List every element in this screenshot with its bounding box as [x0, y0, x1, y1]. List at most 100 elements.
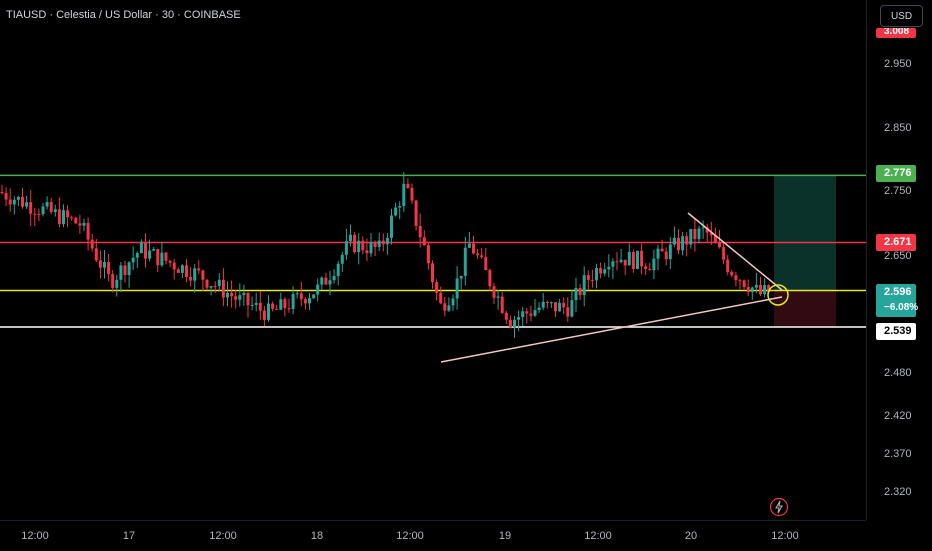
candle-body [500, 296, 504, 313]
candle-body [111, 274, 115, 288]
candle-body [275, 308, 279, 310]
candle-body [513, 319, 516, 328]
candle-body [287, 308, 291, 310]
time-tick: 19 [498, 530, 512, 542]
lightning-icon[interactable] [769, 497, 789, 517]
candle-body [422, 237, 426, 246]
candle-body [492, 286, 496, 298]
candle-body [586, 275, 590, 280]
candle-body [33, 213, 37, 215]
candle-body [357, 240, 361, 253]
candle-body [373, 242, 377, 247]
candle-body [750, 287, 754, 293]
ascending-trendline [440, 296, 783, 363]
candle-body [62, 210, 65, 225]
price-tick: 2.420 [884, 410, 912, 422]
candle-body [365, 250, 369, 254]
time-axis[interactable] [0, 520, 866, 551]
candle-body [394, 207, 398, 216]
candle-body [115, 279, 119, 288]
candle-body [652, 258, 656, 271]
price-label-red-line: 2.671 [876, 234, 916, 251]
candle-body [713, 235, 717, 243]
candle-body [164, 252, 168, 261]
candle-body [390, 215, 393, 238]
candle-body [566, 307, 570, 317]
currency-button[interactable]: USD [880, 5, 923, 27]
time-tick: 20 [684, 530, 698, 542]
candle-body [234, 296, 238, 300]
candle-body [74, 217, 78, 224]
candle-body [705, 227, 709, 233]
candle-body [484, 257, 488, 271]
candle-body [595, 268, 598, 281]
candle-body [726, 259, 730, 273]
candle-body [21, 196, 24, 207]
candle-body [353, 234, 357, 253]
candle-body [607, 266, 611, 270]
time-tick: 12:00 [771, 530, 799, 542]
candle-body [426, 245, 430, 264]
candle-body [541, 301, 545, 308]
candle-body [213, 286, 217, 288]
candle-body [45, 202, 49, 207]
candle-body [139, 242, 143, 254]
current-price-label: 2.596 −6.08% [876, 284, 918, 317]
price-label-top: 3.008 [876, 28, 916, 38]
candle-body [78, 223, 82, 226]
candle-body [98, 260, 102, 268]
price-tick: 2.750 [884, 185, 912, 197]
candle-body [144, 242, 147, 259]
candle-body [693, 229, 697, 240]
candle-body [193, 268, 197, 281]
chart-pane[interactable]: TIAUSD · Celestia / US Dollar · 30 · COI… [0, 0, 866, 520]
candle-body [689, 229, 693, 245]
candle-body [677, 237, 680, 251]
candle-body [549, 302, 553, 304]
candle-body [406, 183, 410, 188]
candle-body [385, 237, 389, 245]
candle-body [66, 210, 70, 218]
candle-body [205, 279, 209, 288]
candle-body [402, 183, 406, 207]
candle-body [467, 243, 471, 248]
candle-body [377, 240, 381, 247]
candle-body [754, 284, 758, 288]
candle-body [349, 234, 352, 242]
candle-body [496, 296, 500, 298]
candlestick-chart[interactable] [0, 0, 866, 520]
candle-body [291, 293, 295, 310]
candle-body [90, 239, 94, 249]
candle-body [611, 261, 615, 267]
candle-body [660, 248, 664, 252]
candle-body [644, 266, 648, 270]
candle-body [328, 280, 332, 285]
candle-body [709, 232, 713, 236]
candle-body [672, 237, 676, 245]
candle-body [201, 270, 205, 280]
candle-body [49, 202, 53, 213]
candle-body [324, 277, 328, 285]
candle-body [455, 278, 459, 299]
time-tick: 18 [310, 530, 324, 542]
candle-body [554, 302, 557, 312]
candle-body [459, 275, 463, 279]
candle-body [574, 288, 578, 301]
candle-body [578, 288, 582, 296]
candle-body [619, 259, 623, 263]
price-axis[interactable] [866, 0, 932, 520]
candle-body [156, 249, 160, 266]
candle-body [685, 236, 689, 245]
candle-body [271, 303, 275, 309]
candle-body [529, 313, 533, 316]
candle-body [8, 199, 12, 205]
candle-body [636, 250, 639, 269]
candle-body [722, 247, 726, 260]
candle-body [295, 293, 299, 295]
candle-body [168, 260, 172, 263]
candle-body [279, 299, 283, 310]
candle-body [640, 250, 644, 267]
candle-body [283, 299, 287, 309]
candle-body [37, 213, 41, 215]
candle-body [603, 269, 607, 274]
